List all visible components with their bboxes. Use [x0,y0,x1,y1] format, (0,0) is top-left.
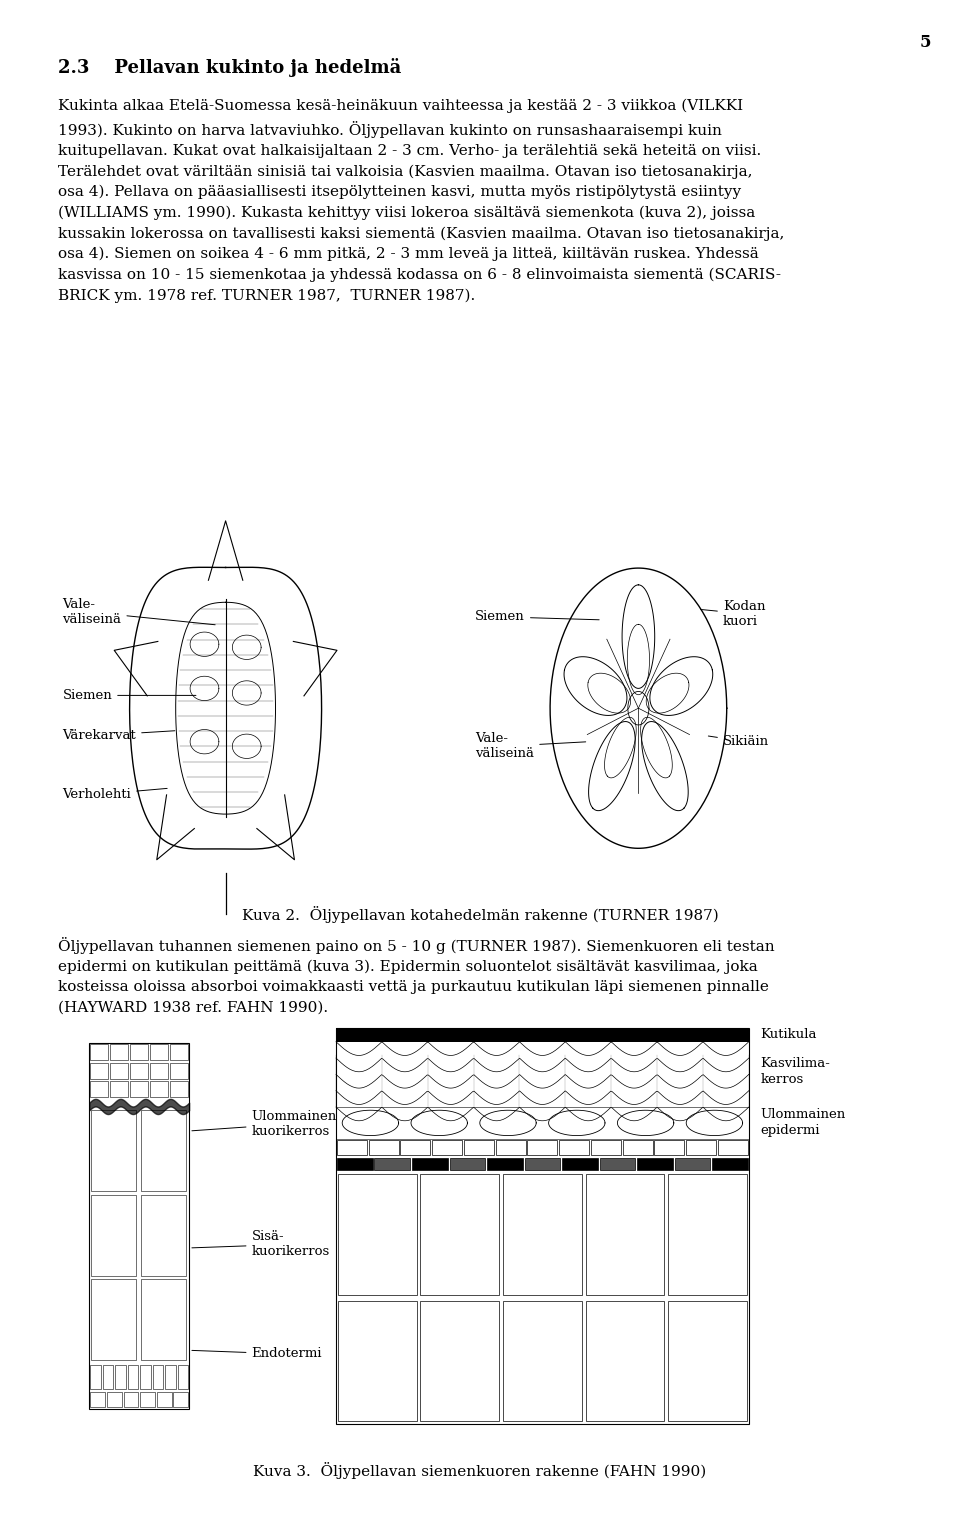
Bar [141,1110,186,1191]
Bar [131,1063,148,1078]
Bar [449,1157,485,1170]
Bar [675,1157,710,1170]
Bar [338,1301,417,1421]
Bar [170,1045,188,1060]
Bar [90,1045,108,1060]
Text: Öljypellavan tuhannen siemenen paino on 5 - 10 g (TURNER 1987). Siemenkuoren eli: Öljypellavan tuhannen siemenen paino on … [58,937,774,1014]
Bar [503,1174,582,1295]
Bar [90,1081,108,1097]
Bar [400,1141,430,1154]
Text: Vale-
väliseinä: Vale- väliseinä [475,733,586,760]
Text: Kuva 2.  Öljypellavan kotahedelmän rakenne (TURNER 1987): Kuva 2. Öljypellavan kotahedelmän rakenn… [242,906,718,923]
Bar [563,1157,598,1170]
Bar [165,1365,176,1389]
Text: 5: 5 [920,34,931,50]
Bar [151,1063,168,1078]
Bar [115,1365,126,1389]
Bar [637,1157,673,1170]
Text: Ulommainen
epidermi: Ulommainen epidermi [760,1109,846,1138]
Bar [141,1279,186,1360]
Bar [591,1141,621,1154]
Bar [337,1141,367,1154]
Bar [89,1043,189,1409]
Bar [527,1141,558,1154]
Text: Kodan
kuori: Kodan kuori [701,600,765,627]
Bar [524,1157,561,1170]
Text: Vale-
väliseinä: Vale- väliseinä [62,599,215,626]
Text: Kutikula: Kutikula [760,1028,817,1042]
Bar [131,1081,148,1097]
Bar [153,1365,163,1389]
Text: Siemen: Siemen [475,611,599,623]
Bar [170,1063,188,1078]
Bar [90,1365,101,1389]
Text: Ulommainen
kuorikerros: Ulommainen kuorikerros [192,1110,337,1138]
Bar [156,1392,172,1407]
Bar [174,1392,188,1407]
Bar [586,1174,664,1295]
Bar [374,1157,410,1170]
Text: Sikiäin: Sikiäin [708,736,769,748]
Bar [151,1045,168,1060]
Bar [336,1028,749,1424]
Bar [140,1392,155,1407]
Text: Kuva 3.  Öljypellavan siemenkuoren rakenne (FAHN 1990): Kuva 3. Öljypellavan siemenkuoren rakenn… [253,1462,707,1479]
Bar [90,1392,105,1407]
Bar [91,1110,136,1191]
Bar [110,1045,128,1060]
Bar [623,1141,653,1154]
Bar [487,1157,522,1170]
Bar [124,1392,138,1407]
Bar [128,1365,138,1389]
Text: Verholehti: Verholehti [62,787,167,801]
Bar [337,1157,372,1170]
Bar [131,1045,148,1060]
Bar [718,1141,748,1154]
Text: 2.3    Pellavan kukinto ja hedelmä: 2.3 Pellavan kukinto ja hedelmä [58,58,401,76]
Bar [668,1301,747,1421]
Bar [600,1157,636,1170]
Bar [103,1365,113,1389]
Text: Endotermi: Endotermi [192,1348,322,1360]
Text: Siemen: Siemen [62,688,196,702]
Bar [170,1081,188,1097]
Bar [369,1141,398,1154]
Text: Värekarvat: Värekarvat [62,730,175,742]
Bar [110,1081,128,1097]
Bar [151,1081,168,1097]
Bar [336,1028,749,1042]
Bar [110,1063,128,1078]
Bar [420,1301,499,1421]
Bar [90,1063,108,1078]
Bar [464,1141,493,1154]
Bar [178,1365,188,1389]
Bar [432,1141,462,1154]
Bar [586,1301,664,1421]
Text: Kasvilima-
kerros: Kasvilima- kerros [760,1057,830,1086]
Bar [141,1194,186,1276]
Text: Kukinta alkaa Etelä-Suomessa kesä-heinäkuun vaihteessa ja kestää 2 - 3 viikkoa (: Kukinta alkaa Etelä-Suomessa kesä-heinäk… [58,99,784,303]
Bar [91,1279,136,1360]
Bar [412,1157,447,1170]
Bar [686,1141,716,1154]
Bar [338,1174,417,1295]
Bar [91,1194,136,1276]
Bar [560,1141,589,1154]
Bar [140,1365,151,1389]
Bar [420,1174,499,1295]
Bar [668,1174,747,1295]
Bar [495,1141,525,1154]
Text: Sisä-
kuorikerros: Sisä- kuorikerros [192,1231,330,1258]
Bar [107,1392,122,1407]
Bar [655,1141,684,1154]
Bar [712,1157,748,1170]
Bar [503,1301,582,1421]
